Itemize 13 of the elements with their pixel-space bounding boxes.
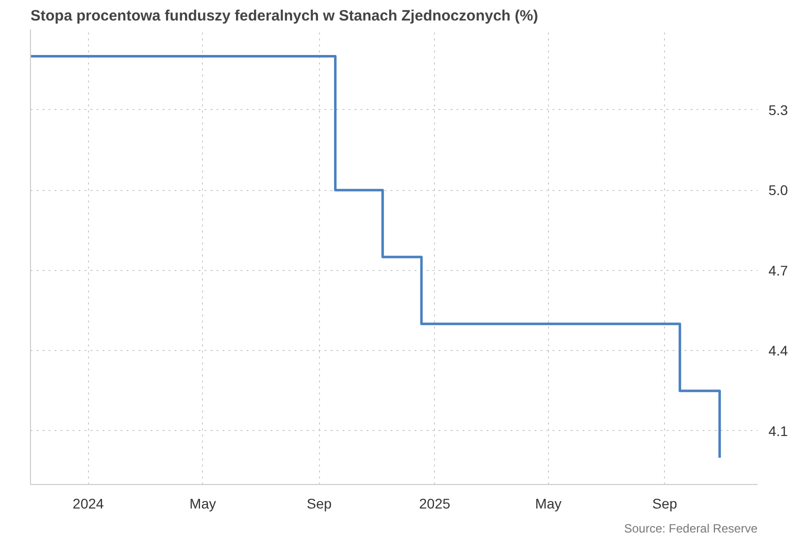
x-tick-label: 2025 [419,496,450,512]
y-tick-label: 4.7 [768,262,788,278]
x-tick-label: May [535,496,562,512]
x-tick-label: Sep [306,496,332,512]
y-tick-label: 5.0 [768,182,788,198]
y-tick-label: 4.1 [768,422,788,439]
source-note: Source: Federal Reserve [624,522,758,536]
y-tick-label: 4.4 [768,342,788,359]
x-tick-label: 2024 [72,496,104,512]
y-tick-label: 5.3 [768,102,788,118]
x-tick-label: Sep [652,496,678,512]
chart-title: Stopa procentowa funduszy federalnych w Stanach Zjednoczonych (%) [30,8,538,24]
x-tick-label: May [190,496,216,512]
